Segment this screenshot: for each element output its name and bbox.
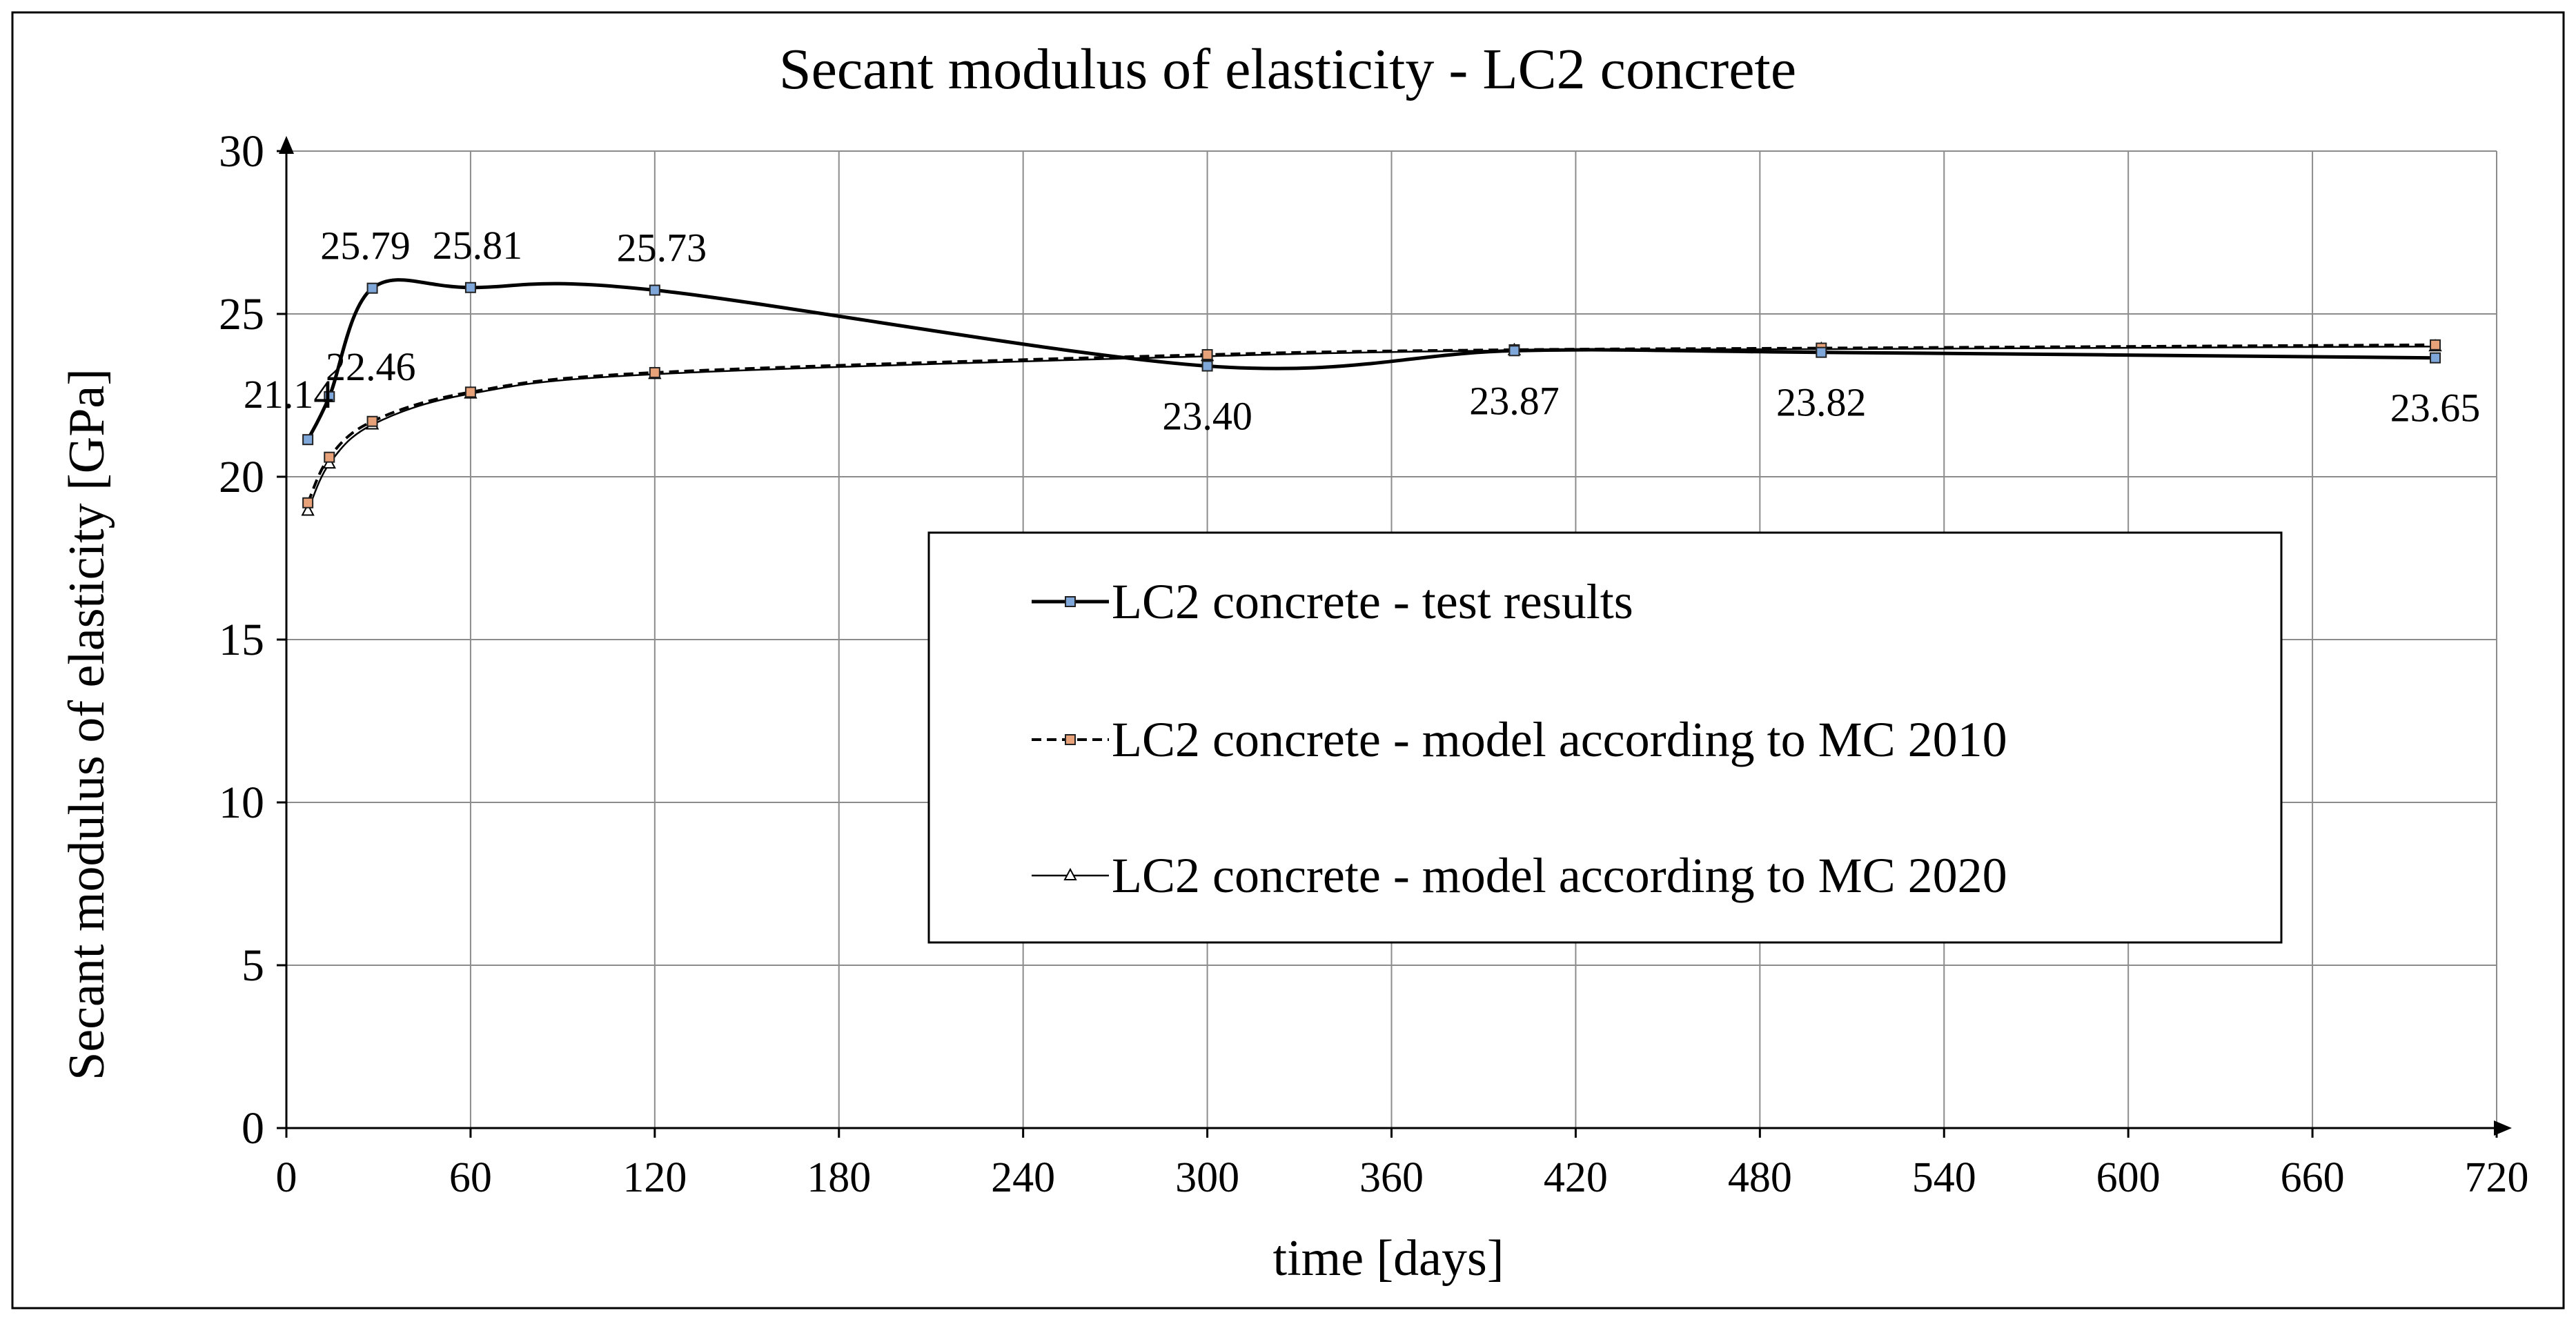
x-tick-label: 300 xyxy=(1175,1154,1239,1201)
chart-title: Secant modulus of elasticity - LC2 concr… xyxy=(779,37,1796,101)
legend-marker xyxy=(1065,596,1076,607)
legend-entry-1: LC2 concrete - test results xyxy=(1032,574,1633,629)
y-axis-title: Secant modulus of elasticity [GPa] xyxy=(59,368,115,1080)
x-tick-label: 600 xyxy=(2096,1154,2161,1201)
legend-marker xyxy=(1065,734,1076,745)
series-marker xyxy=(1816,346,1827,358)
series-marker xyxy=(302,497,314,508)
series-marker xyxy=(324,391,335,402)
legend: LC2 concrete - test results LC2 concrete … xyxy=(927,531,2283,944)
x-tick-label: 240 xyxy=(991,1154,1055,1201)
legend-entry-3: LC2 concrete - model according to MC 202… xyxy=(1032,848,2007,903)
series-marker xyxy=(1508,345,1520,357)
axis-layer: 0 60 120 180 240 300 360 420 480 540 600 660 720 0 5 10… xyxy=(219,126,2529,1201)
x-axis-title: time [days] xyxy=(1273,1230,1504,1287)
x-tick-label: 0 xyxy=(276,1154,297,1201)
series-1 xyxy=(302,278,2441,446)
y-tick-label: 0 xyxy=(242,1103,264,1154)
data-label: 21.14 xyxy=(244,372,334,417)
y-tick-label: 15 xyxy=(219,615,264,665)
series-layer xyxy=(301,278,2442,516)
series-marker xyxy=(301,503,315,516)
x-tick-label: 360 xyxy=(1359,1154,1424,1201)
series-marker xyxy=(366,282,378,294)
legend-box xyxy=(927,531,2283,944)
x-tick-label: 420 xyxy=(1544,1154,1608,1201)
data-label: 23.65 xyxy=(2390,386,2481,431)
series-marker xyxy=(464,386,476,398)
series-marker xyxy=(1201,349,1213,360)
series-marker xyxy=(366,415,378,427)
y-tick-label: 25 xyxy=(219,289,264,339)
legend-label: LC2 concrete - model according to MC 201… xyxy=(1112,712,2007,767)
x-tick-label: 180 xyxy=(807,1154,871,1201)
series-marker xyxy=(2430,352,2441,364)
legend-label: LC2 concrete - model according to MC 202… xyxy=(1112,848,2007,903)
legend-label: LC2 concrete - test results xyxy=(1112,574,1633,629)
series-marker xyxy=(649,284,660,296)
series-marker xyxy=(2430,339,2441,350)
x-axis-arrow xyxy=(2494,1120,2512,1136)
data-label: 23.82 xyxy=(1776,380,1867,425)
data-label: 25.73 xyxy=(617,226,707,270)
data-label: 22.46 xyxy=(326,344,416,389)
x-tick-label: 720 xyxy=(2465,1154,2529,1201)
series-marker xyxy=(324,451,335,463)
series-marker xyxy=(302,434,314,446)
x-tick-label: 60 xyxy=(449,1154,492,1201)
series-marker xyxy=(464,281,476,293)
legend-entry-2: LC2 concrete - model according to MC 201… xyxy=(1032,712,2007,767)
data-label: 25.79 xyxy=(320,224,411,268)
series-line xyxy=(306,343,2436,504)
data-label: 23.87 xyxy=(1469,378,1560,423)
series-marker xyxy=(649,366,660,378)
y-tick-label: 10 xyxy=(219,778,264,828)
data-label: 23.40 xyxy=(1162,394,1252,439)
x-tick-label: 540 xyxy=(1912,1154,1976,1201)
y-tick-label: 5 xyxy=(242,940,264,991)
x-tick-label: 120 xyxy=(622,1154,687,1201)
x-tick-label: 660 xyxy=(2281,1154,2345,1201)
x-tick-label: 480 xyxy=(1728,1154,1792,1201)
series-marker xyxy=(1201,360,1213,372)
y-tick-label: 30 xyxy=(219,126,264,177)
data-label: 25.81 xyxy=(433,223,523,268)
y-tick-label: 20 xyxy=(219,452,264,502)
legend-marker xyxy=(1063,867,1077,880)
y-axis-arrow xyxy=(279,136,294,154)
